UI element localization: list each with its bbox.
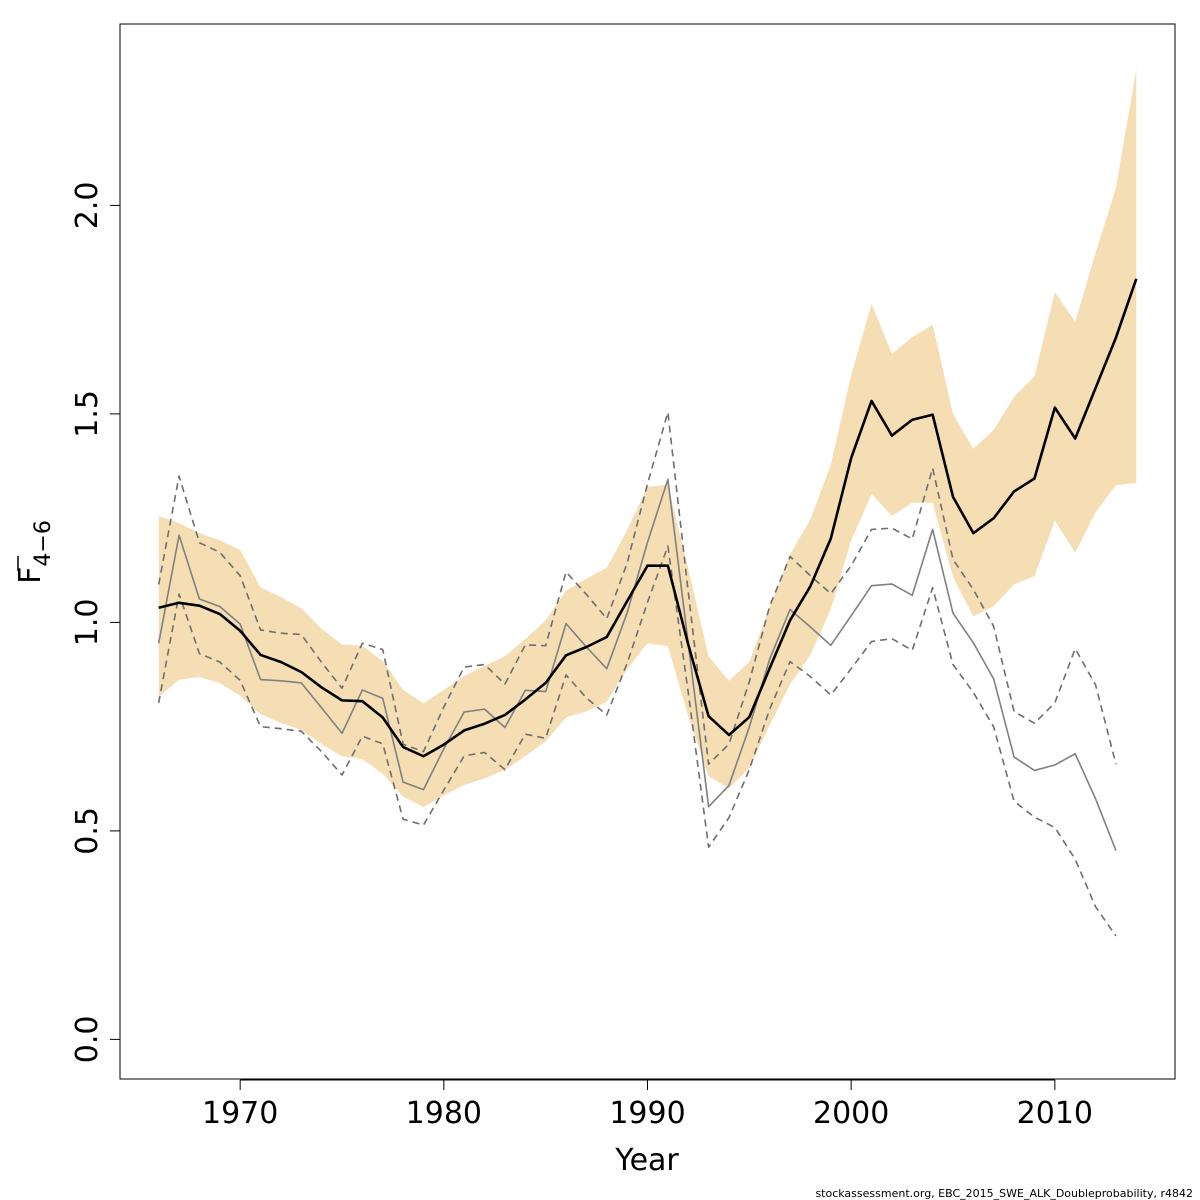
- confidence-band-layer: [158, 69, 1137, 808]
- x-tick-label: 1990: [609, 1096, 685, 1131]
- x-tick-label: 2010: [1017, 1096, 1093, 1131]
- footer-credit: stockassessment.org, EBC_2015_SWE_ALK_Do…: [815, 1187, 1193, 1200]
- x-axis-title: Year: [614, 1143, 679, 1178]
- y-tick-label: 1.0: [70, 599, 105, 647]
- y-axis-title: F4−6: [13, 520, 56, 584]
- y-tick-label: 0.0: [70, 1016, 105, 1064]
- x-tick-label: 1980: [406, 1096, 482, 1131]
- series-line-previous-lower: [157, 545, 1117, 937]
- y-tick-label: 1.5: [70, 390, 105, 438]
- svg-text:F4−6: F4−6: [13, 520, 56, 584]
- series-line-estimate: [158, 278, 1138, 758]
- y-tick-label: 2.0: [70, 182, 105, 230]
- x-axis: 1970 1980 1990 2000 2010: [202, 1079, 1093, 1131]
- y-axis: 0.0 0.5 1.0 1.5 2.0: [70, 182, 121, 1064]
- x-tick-label: 1970: [202, 1096, 278, 1131]
- series-line-previous-upper: [157, 411, 1117, 765]
- confidence-band: [158, 69, 1137, 808]
- y-axis-title-subscript: 4−6: [31, 520, 56, 566]
- y-axis-title-main: F: [13, 567, 48, 584]
- x-tick-label: 2000: [813, 1096, 889, 1131]
- previous-assessment-layer: [157, 411, 1117, 937]
- y-tick-label: 0.5: [70, 807, 105, 855]
- series-line-previous-assessment: [157, 478, 1117, 851]
- estimate-line-layer: [158, 278, 1138, 758]
